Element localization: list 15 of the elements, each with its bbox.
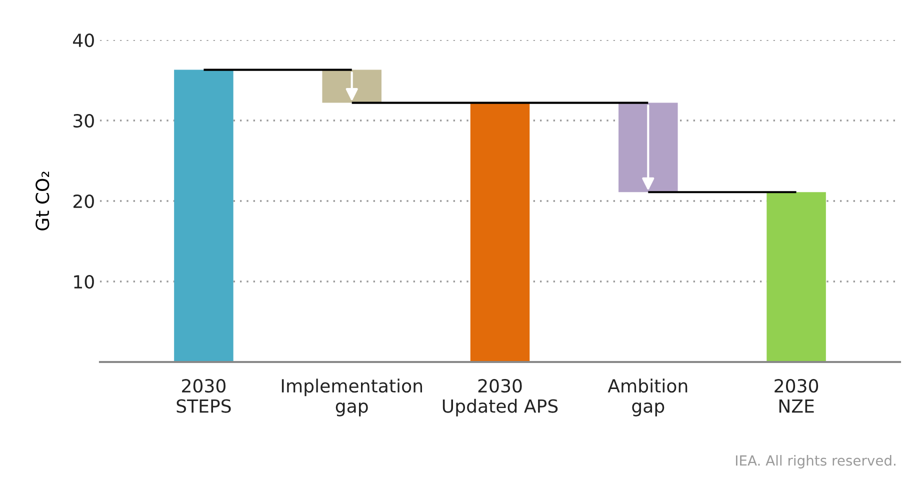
- y-axis-title: Gt CO₂: [36, 172, 50, 230]
- bar: [174, 70, 234, 362]
- x-tick-label: 2030 STEPS: [176, 378, 231, 413]
- bar: [618, 102, 678, 192]
- bar: [470, 102, 530, 362]
- x-tick-label: Implementation gap: [282, 378, 422, 416]
- y-tick-label: 30: [74, 114, 94, 128]
- x-tick-label: 2030 Updated APS: [442, 378, 558, 416]
- y-tick-label: 40: [73, 33, 94, 48]
- x-tick-label: Ambition gap: [608, 378, 688, 416]
- y-tick-label: 20: [73, 194, 94, 208]
- x-tick-label: 2030 NZE: [774, 378, 818, 413]
- bar: [766, 192, 826, 362]
- text: IEA. All rights reserved.: [736, 455, 896, 468]
- y-tick-label: 10: [74, 274, 94, 289]
